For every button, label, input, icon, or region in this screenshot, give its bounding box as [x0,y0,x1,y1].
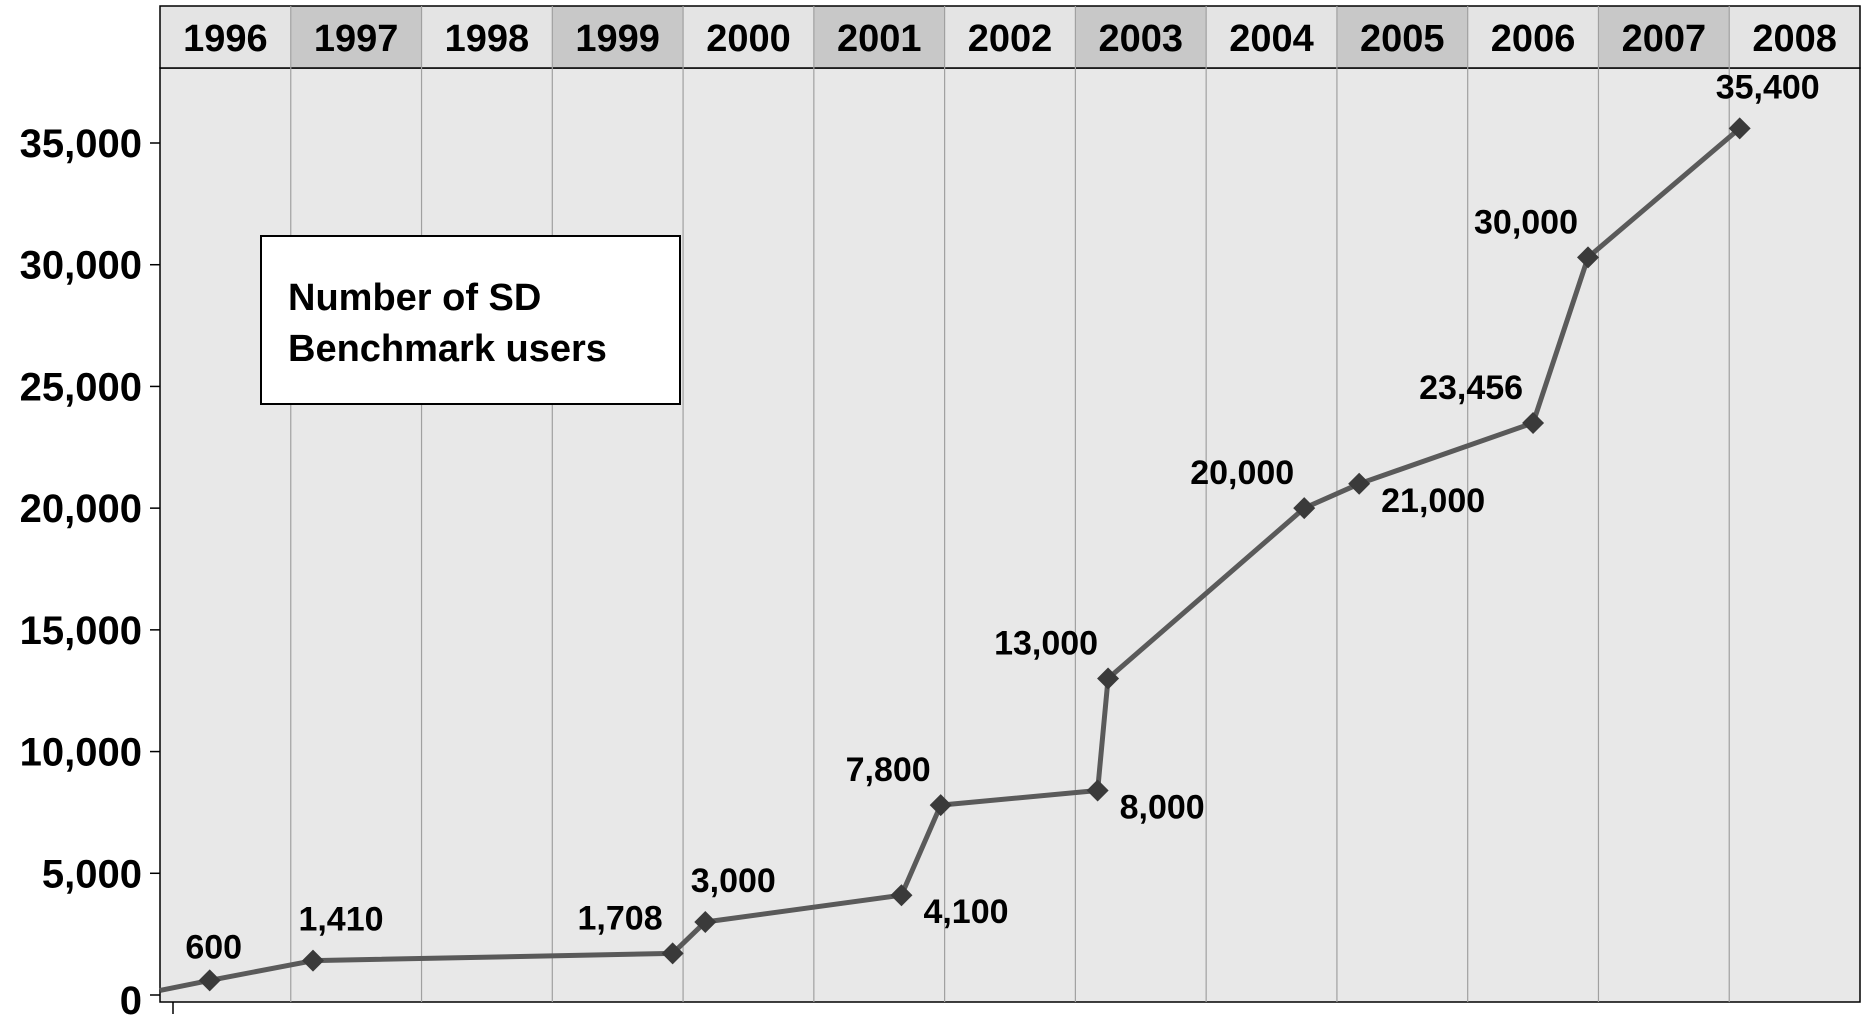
plot-background [159,67,1861,1003]
data-point-marker [1577,246,1599,269]
y-tick-label: 10,000 [20,731,142,775]
data-label: 23,456 [1419,369,1523,407]
data-label: 20,000 [1190,454,1294,492]
year-label: 1996 [183,18,268,60]
y-tick-label: 20,000 [20,487,142,531]
year-label: 2008 [1752,18,1837,60]
data-label: 13,000 [994,625,1098,663]
plot-area [159,67,1861,1003]
year-label: 1998 [445,18,530,60]
gridlines [290,6,1730,1002]
year-label: 2006 [1491,18,1576,60]
data-point-marker [1348,472,1371,495]
year-cell [813,6,945,68]
data-label: 1,410 [298,901,383,939]
year-cell [1467,6,1599,68]
year-cell [1598,6,1730,68]
year-cell [683,6,814,68]
y-tick-label: 0 [120,979,142,1021]
y-tick-label: 15,000 [20,609,142,653]
y-tick-label: 35,000 [20,122,142,166]
year-label: 2000 [706,18,791,60]
year-cell [421,6,553,68]
series-line [159,126,1742,993]
year-label: 2007 [1622,18,1707,60]
year-cell [944,6,1076,68]
data-label: 8,000 [1120,789,1205,827]
year-cell [552,6,684,68]
data-label: 4,100 [923,893,1008,931]
data-series [159,117,1751,993]
year-label: 2004 [1229,18,1314,60]
data-label: 7,800 [846,751,931,789]
data-point-marker [302,949,324,972]
year-cell [1336,6,1468,68]
data-point-marker [661,942,684,965]
annotation-line-2: Benchmark users [288,328,607,370]
data-label: 35,400 [1716,68,1820,106]
year-cell [1729,6,1860,68]
annotation-line-1: Number of SD [288,277,542,319]
annotation-box: Number of SD Benchmark users [260,235,681,405]
data-label: 1,708 [578,899,663,937]
y-tick-label: 30,000 [20,244,142,288]
data-point-marker [1086,779,1109,802]
data-labels: 600 1,410 1,708 3,000 4,100 7,800 8,000 13,000 2… [185,68,1819,966]
year-label: 2003 [1098,18,1183,60]
year-cell [1206,6,1337,68]
data-point-marker [694,910,717,933]
year-cell [1075,6,1207,68]
data-point-marker [890,884,913,907]
year-label: 1997 [314,18,399,60]
year-header: 1996 1997 1998 1999 2000 2001 2002 2003 2004 2005… [159,5,1861,69]
data-point-marker [1097,667,1120,690]
year-label: 2002 [968,18,1053,60]
data-point-marker [198,969,221,992]
year-label: 2005 [1360,18,1445,60]
data-point-marker [1728,117,1751,140]
data-point-marker [1293,497,1316,520]
data-point-marker [1522,411,1545,434]
data-label: 600 [185,928,242,966]
data-label: 21,000 [1381,482,1485,520]
data-point-marker [929,794,952,817]
year-label: 2001 [837,18,922,60]
y-tick-label: 25,000 [20,365,142,409]
year-label: 1999 [575,18,660,60]
y-axis: 0 5,000 10,000 15,000 20,000 25,000 30,000 35,0… [20,122,174,1021]
data-label: 3,000 [691,862,776,900]
year-cell [290,6,422,68]
data-label: 30,000 [1474,203,1578,241]
header-border [159,5,1861,69]
y-tick-label: 5,000 [42,852,142,896]
year-cell [160,6,291,68]
